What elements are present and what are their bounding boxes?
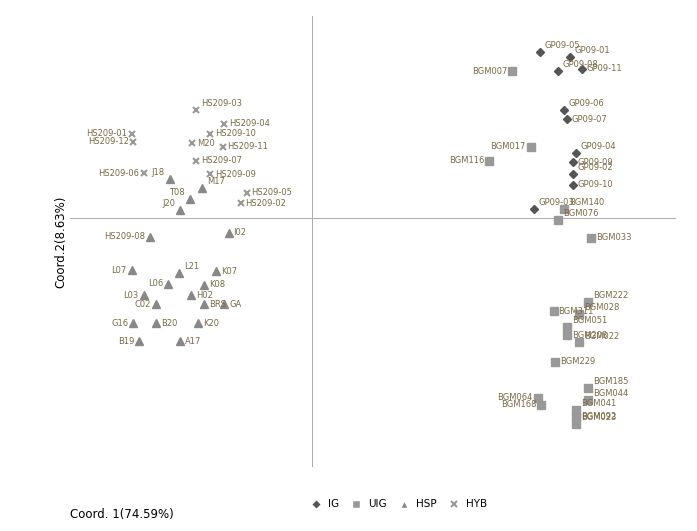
Text: BGM023: BGM023 [581, 413, 616, 422]
Text: BGM028: BGM028 [584, 303, 620, 312]
Text: BGM222: BGM222 [593, 290, 628, 299]
Text: I02: I02 [233, 228, 247, 237]
Text: K08: K08 [209, 280, 225, 289]
Text: M20: M20 [197, 139, 215, 148]
Text: L07: L07 [112, 266, 127, 275]
Text: HS209-07: HS209-07 [201, 157, 242, 166]
Text: GP09-10: GP09-10 [578, 181, 613, 190]
Text: BGM051: BGM051 [572, 316, 607, 325]
Text: HS209-10: HS209-10 [215, 129, 256, 138]
Text: GA: GA [229, 299, 241, 309]
Text: GP09-08: GP09-08 [562, 60, 599, 69]
Text: BRS: BRS [209, 299, 226, 309]
Text: GP09-07: GP09-07 [572, 115, 608, 124]
Text: BGM185: BGM185 [593, 377, 629, 386]
Text: H02: H02 [196, 291, 213, 300]
Text: HS209-09: HS209-09 [215, 170, 256, 179]
Text: GP09-03: GP09-03 [539, 198, 574, 207]
Text: A17: A17 [185, 337, 201, 346]
Y-axis label: Coord.2(8.63%): Coord.2(8.63%) [54, 195, 67, 288]
Text: HS209-06: HS209-06 [98, 169, 139, 178]
Text: C02: C02 [135, 299, 151, 309]
Text: GP09-06: GP09-06 [569, 99, 604, 108]
Text: HS209-03: HS209-03 [201, 99, 242, 108]
Text: GP09-05: GP09-05 [544, 41, 580, 50]
Text: HS209-02: HS209-02 [245, 199, 286, 208]
Text: L03: L03 [123, 291, 139, 300]
Text: J20: J20 [162, 199, 175, 208]
Text: BGM116: BGM116 [449, 157, 484, 166]
Text: BGM041: BGM041 [581, 399, 616, 408]
Text: K20: K20 [203, 319, 219, 328]
Text: G16: G16 [112, 319, 128, 328]
Text: BGM017: BGM017 [490, 142, 526, 151]
Text: GP09-02: GP09-02 [578, 164, 613, 173]
Text: BGM311: BGM311 [558, 307, 594, 316]
Legend: IG, UIG, HSP, HYB: IG, UIG, HSP, HYB [305, 500, 487, 509]
Text: T08: T08 [169, 189, 185, 198]
Text: BGM229: BGM229 [560, 357, 595, 366]
Text: BGM168: BGM168 [501, 400, 537, 409]
Text: GP09-04: GP09-04 [581, 142, 617, 151]
Text: GP09-11: GP09-11 [587, 64, 622, 73]
Text: GP09-01: GP09-01 [575, 46, 611, 55]
Text: BGM044: BGM044 [593, 389, 628, 398]
Text: BGM064: BGM064 [498, 393, 533, 402]
Text: J18: J18 [152, 168, 165, 177]
Text: M17: M17 [207, 177, 224, 186]
Text: BGM033: BGM033 [596, 233, 631, 242]
Text: HS209-12: HS209-12 [88, 137, 128, 146]
Text: HS209-08: HS209-08 [104, 232, 145, 241]
Text: HS209-05: HS209-05 [252, 188, 293, 197]
Text: HS209-11: HS209-11 [227, 142, 268, 151]
Text: BGM140: BGM140 [569, 198, 604, 207]
Text: HS209-04: HS209-04 [229, 119, 270, 129]
Text: L06: L06 [148, 279, 163, 288]
Text: HS209-01: HS209-01 [86, 129, 127, 138]
Text: L21: L21 [184, 262, 199, 271]
Text: BGM007: BGM007 [472, 67, 507, 75]
Text: K07: K07 [222, 267, 238, 276]
Text: BGM022: BGM022 [584, 331, 619, 340]
Text: B19: B19 [118, 337, 135, 346]
Text: Coord. 1(74.59%): Coord. 1(74.59%) [70, 508, 174, 521]
Text: BGM208: BGM208 [572, 331, 607, 340]
Text: BGM092: BGM092 [581, 413, 616, 422]
Text: BGM076: BGM076 [562, 209, 598, 218]
Text: B20: B20 [161, 319, 177, 328]
Text: GP09-09: GP09-09 [578, 158, 613, 167]
